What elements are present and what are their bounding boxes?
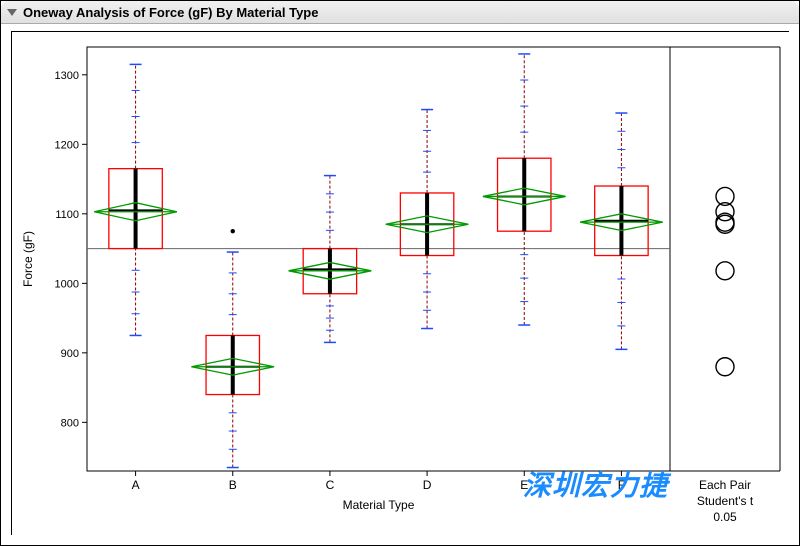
svg-text:Student's t: Student's t — [697, 494, 754, 508]
svg-text:C: C — [326, 478, 335, 492]
watermark-text: 深圳宏力捷 — [523, 464, 668, 504]
svg-text:Each Pair: Each Pair — [699, 478, 751, 492]
svg-text:1200: 1200 — [55, 139, 79, 151]
svg-text:800: 800 — [61, 417, 79, 429]
boxplot-chart: 8009001000110012001300Force (gF)ABCDEFMa… — [12, 32, 790, 536]
svg-text:B: B — [229, 478, 237, 492]
title-bar[interactable]: Oneway Analysis of Force (gF) By Materia… — [1, 1, 799, 24]
disclosure-triangle-icon[interactable] — [7, 9, 17, 16]
analysis-window: Oneway Analysis of Force (gF) By Materia… — [0, 0, 800, 546]
svg-text:1000: 1000 — [55, 278, 79, 290]
window-title: Oneway Analysis of Force (gF) By Materia… — [23, 5, 318, 20]
svg-text:0.05: 0.05 — [713, 510, 737, 524]
svg-text:Force (gF): Force (gF) — [21, 231, 35, 287]
svg-text:1100: 1100 — [55, 209, 79, 221]
svg-text:A: A — [132, 478, 140, 492]
plot-frame: 8009001000110012001300Force (gF)ABCDEFMa… — [11, 31, 789, 535]
svg-text:D: D — [423, 478, 432, 492]
svg-text:Material Type: Material Type — [343, 498, 415, 512]
svg-text:900: 900 — [61, 348, 79, 360]
svg-text:1300: 1300 — [55, 70, 79, 82]
